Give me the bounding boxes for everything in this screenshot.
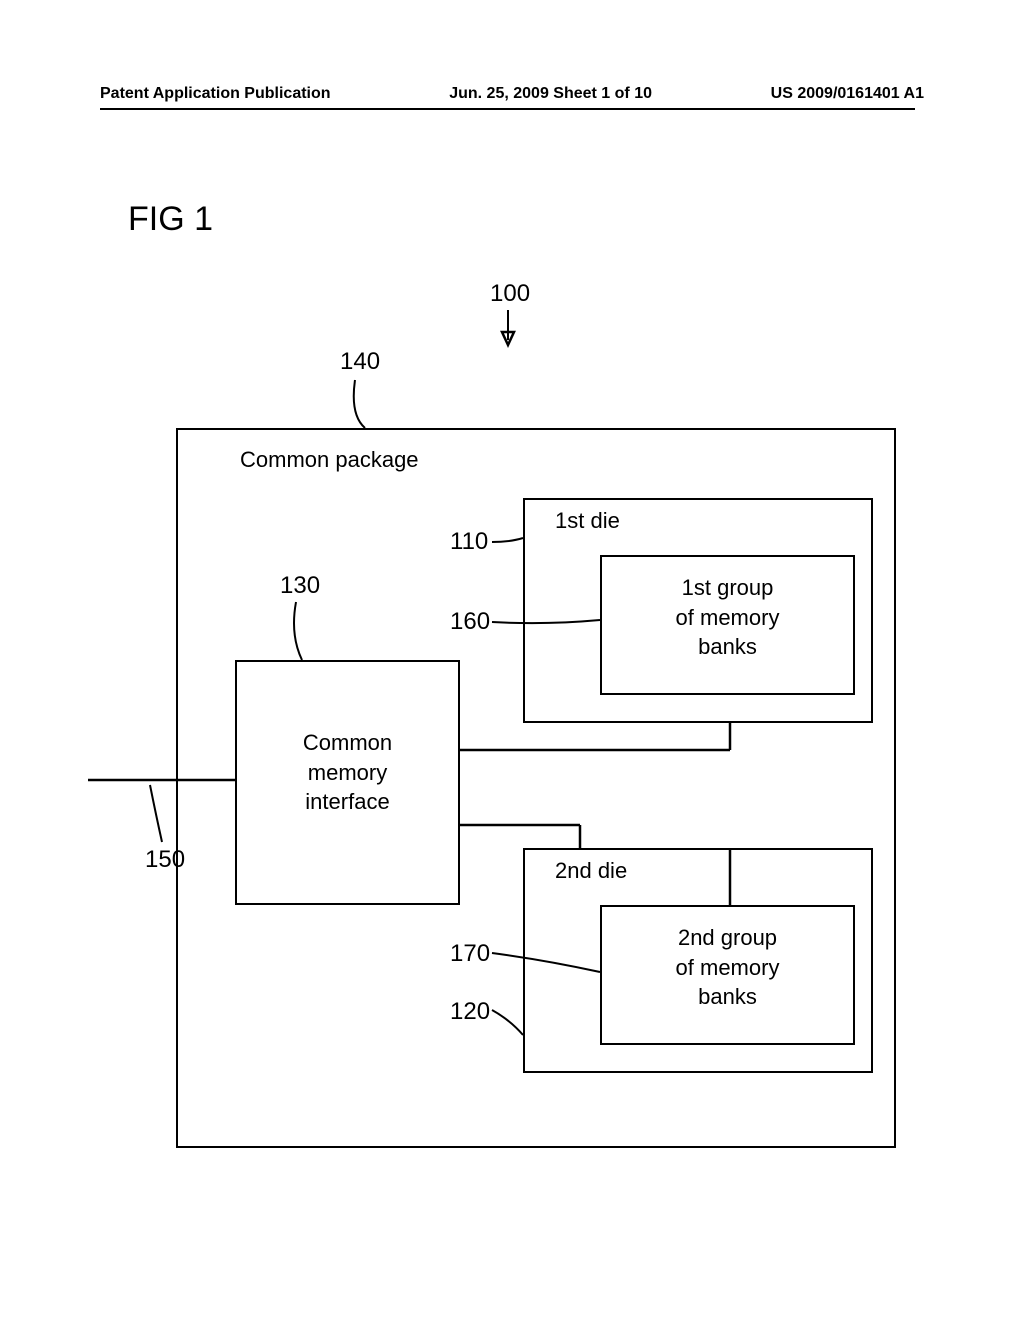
label-1st-group-line1: 1st group [682,575,774,600]
label-cmi-line2: memory [308,760,387,785]
header-date-sheet: Jun. 25, 2009 Sheet 1 of 10 [449,85,652,103]
ref-110: 110 [450,528,488,556]
label-cmi-line1: Common [303,730,392,755]
ref-100: 100 [490,280,530,308]
figure-label: FIG 1 [128,200,213,239]
label-cmi-line3: interface [305,789,389,814]
label-2nd-die: 2nd die [555,856,627,886]
diagram-area: 100 140 Common package 1st die 110 1st g… [70,280,930,1160]
ref-170: 170 [450,940,490,968]
page-container: Patent Application Publication Jun. 25, … [0,0,1024,1320]
ref-120: 120 [450,998,490,1026]
header-patent-number: US 2009/0161401 A1 [771,85,924,103]
page-header: Patent Application Publication Jun. 25, … [100,85,924,103]
ref-150: 150 [145,846,185,874]
label-2nd-group: 2nd group of memory banks [600,923,855,1012]
label-cmi: Common memory interface [235,728,460,817]
ref-140: 140 [340,348,380,376]
label-1st-group: 1st group of memory banks [600,573,855,662]
header-separator [100,108,915,110]
label-2nd-group-line2: of memory [676,955,780,980]
label-1st-group-line2: of memory [676,605,780,630]
label-1st-group-line3: banks [698,634,757,659]
ref-160: 160 [450,608,490,636]
header-publication: Patent Application Publication [100,85,331,103]
ref-130: 130 [280,572,320,600]
label-2nd-group-line3: banks [698,984,757,1009]
label-1st-die: 1st die [555,506,620,536]
label-2nd-group-line1: 2nd group [678,925,777,950]
label-common-package: Common package [240,445,419,475]
